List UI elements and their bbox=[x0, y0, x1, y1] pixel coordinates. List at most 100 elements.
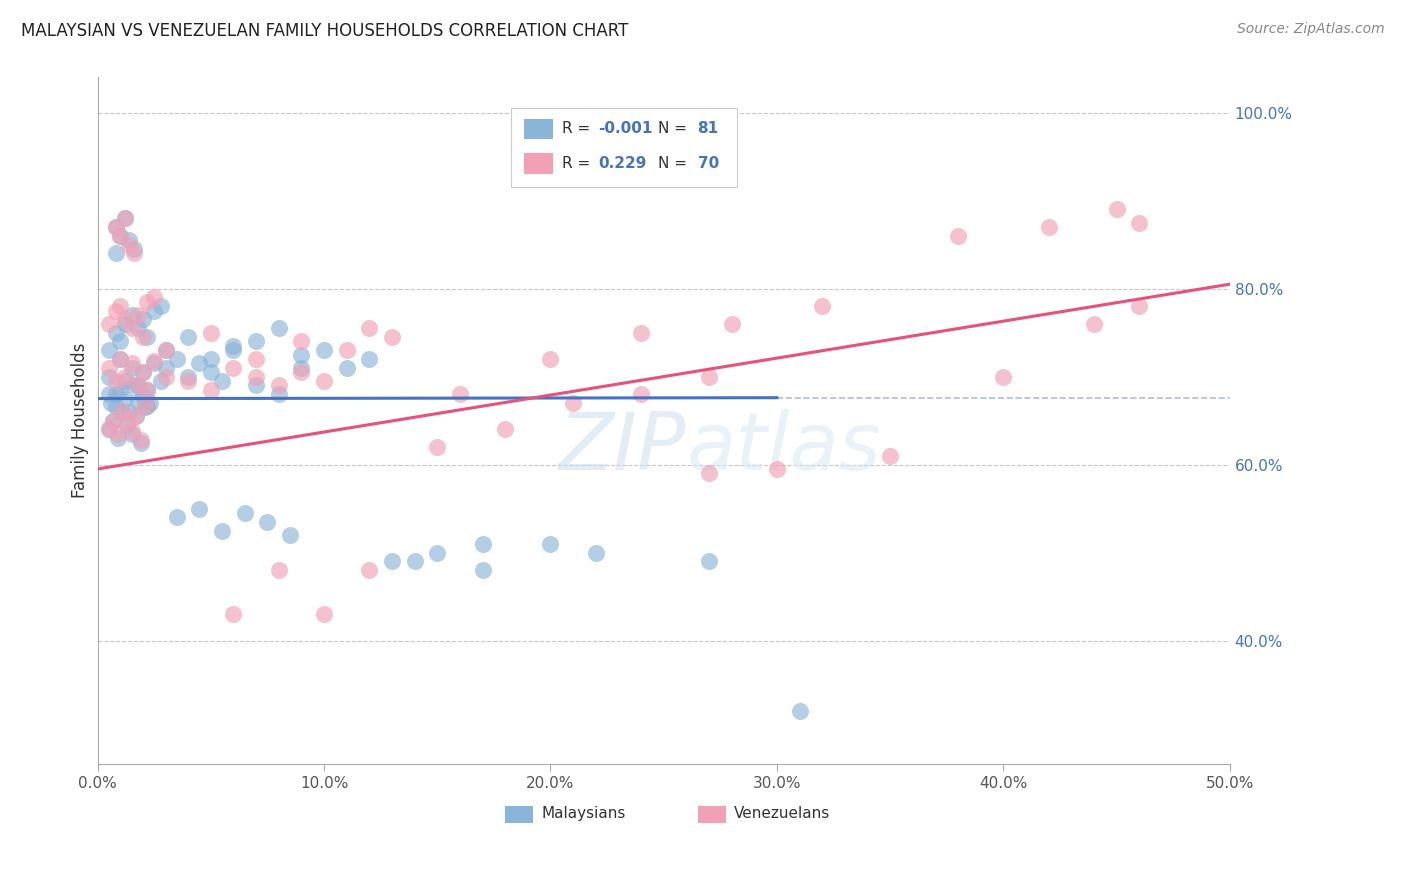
Point bbox=[993, 369, 1015, 384]
Point bbox=[188, 356, 211, 370]
Point bbox=[114, 374, 136, 388]
Point bbox=[97, 387, 120, 401]
Point bbox=[155, 360, 177, 375]
Point bbox=[129, 435, 152, 450]
FancyBboxPatch shape bbox=[697, 805, 725, 823]
Point bbox=[200, 365, 222, 379]
Point bbox=[290, 334, 312, 349]
Point bbox=[104, 387, 127, 401]
Point bbox=[946, 228, 969, 243]
Point bbox=[127, 308, 149, 322]
Point bbox=[129, 433, 152, 447]
Point bbox=[136, 399, 159, 413]
Point bbox=[697, 369, 720, 384]
Point bbox=[359, 321, 381, 335]
Point bbox=[222, 339, 245, 353]
Point bbox=[127, 378, 149, 392]
Text: atlas: atlas bbox=[686, 409, 882, 487]
Point bbox=[278, 528, 301, 542]
Point bbox=[107, 431, 129, 445]
Point bbox=[426, 440, 449, 454]
Point bbox=[104, 220, 127, 235]
Point bbox=[115, 417, 138, 432]
Text: R =: R = bbox=[562, 156, 595, 170]
Point bbox=[245, 378, 267, 392]
Point bbox=[245, 334, 267, 349]
Text: 70: 70 bbox=[697, 156, 718, 170]
Point bbox=[211, 374, 233, 388]
Point bbox=[697, 554, 720, 568]
Text: MALAYSIAN VS VENEZUELAN FAMILY HOUSEHOLDS CORRELATION CHART: MALAYSIAN VS VENEZUELAN FAMILY HOUSEHOLD… bbox=[21, 22, 628, 40]
Point bbox=[100, 396, 122, 410]
Point bbox=[118, 237, 141, 252]
Point bbox=[110, 228, 132, 243]
Point bbox=[155, 343, 177, 358]
Point bbox=[155, 369, 177, 384]
Point bbox=[471, 563, 494, 577]
Point bbox=[121, 321, 143, 335]
Point bbox=[121, 424, 143, 438]
Point bbox=[121, 360, 143, 375]
Point bbox=[132, 365, 155, 379]
Point bbox=[136, 383, 159, 397]
Point bbox=[222, 343, 245, 358]
Point bbox=[103, 414, 125, 428]
Point bbox=[110, 299, 132, 313]
Text: 81: 81 bbox=[697, 121, 718, 136]
Point bbox=[426, 545, 449, 559]
Point bbox=[97, 369, 120, 384]
FancyBboxPatch shape bbox=[505, 805, 533, 823]
Point bbox=[585, 545, 607, 559]
Point bbox=[359, 563, 381, 577]
Point bbox=[1083, 317, 1105, 331]
Point bbox=[494, 422, 516, 436]
FancyBboxPatch shape bbox=[524, 119, 553, 139]
Point bbox=[97, 317, 120, 331]
Point bbox=[110, 383, 132, 397]
Point bbox=[104, 326, 127, 340]
Point bbox=[1105, 202, 1128, 217]
Point bbox=[114, 211, 136, 226]
Point bbox=[132, 365, 155, 379]
Point bbox=[122, 242, 145, 256]
Point bbox=[697, 467, 720, 481]
Point bbox=[766, 462, 789, 476]
Point bbox=[312, 374, 335, 388]
Point bbox=[222, 360, 245, 375]
Point bbox=[166, 351, 188, 366]
Text: ZIP: ZIP bbox=[560, 409, 686, 487]
Point bbox=[127, 378, 149, 392]
Point bbox=[104, 374, 127, 388]
Point bbox=[166, 510, 188, 524]
Point bbox=[136, 294, 159, 309]
Point bbox=[267, 387, 290, 401]
Point bbox=[312, 607, 335, 622]
Point bbox=[118, 233, 141, 247]
Point bbox=[103, 414, 125, 428]
Point bbox=[200, 351, 222, 366]
Point bbox=[104, 303, 127, 318]
Point bbox=[155, 343, 177, 358]
Point bbox=[121, 308, 143, 322]
Point bbox=[114, 211, 136, 226]
Point bbox=[125, 409, 148, 424]
Text: N =: N = bbox=[658, 156, 692, 170]
Point bbox=[267, 321, 290, 335]
Point bbox=[381, 554, 404, 568]
Point bbox=[630, 326, 652, 340]
Point bbox=[245, 369, 267, 384]
Point bbox=[143, 290, 166, 304]
Point bbox=[149, 374, 172, 388]
Point bbox=[359, 351, 381, 366]
Point bbox=[538, 351, 561, 366]
Point bbox=[449, 387, 471, 401]
Text: N =: N = bbox=[658, 121, 692, 136]
Point bbox=[111, 405, 134, 419]
Point bbox=[1128, 299, 1150, 313]
Point bbox=[143, 303, 166, 318]
Point bbox=[97, 360, 120, 375]
Point bbox=[118, 405, 141, 419]
Point bbox=[177, 374, 200, 388]
Point bbox=[290, 360, 312, 375]
Point bbox=[404, 554, 426, 568]
